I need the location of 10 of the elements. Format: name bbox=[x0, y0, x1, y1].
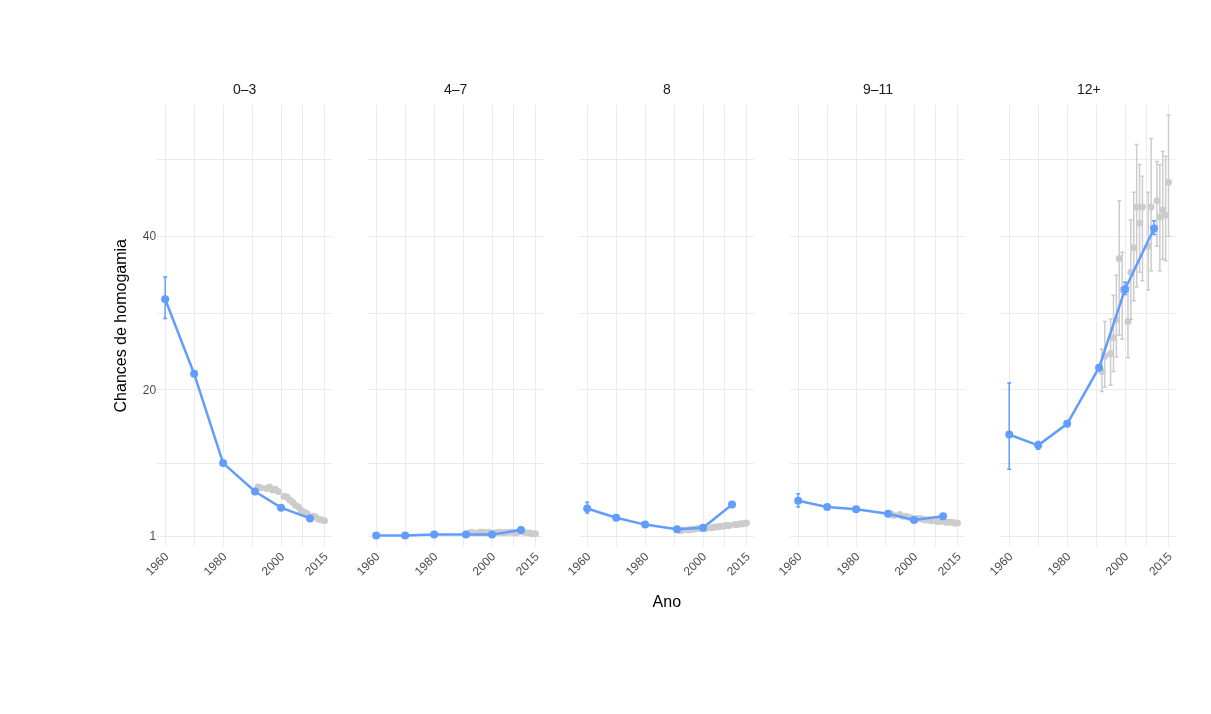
y-tick-label: 20 bbox=[142, 383, 157, 398]
chart-title: 8 bbox=[663, 81, 671, 97]
y-axis-title: Chances de homogamia bbox=[111, 238, 129, 413]
y-tick-label: 40 bbox=[142, 229, 157, 244]
chart-title: 12+ bbox=[1077, 81, 1101, 97]
chart-title: 0–3 bbox=[233, 81, 257, 97]
chart-title: 9–11 bbox=[863, 81, 894, 97]
y-tick-label: 1 bbox=[149, 529, 157, 544]
chart-title: 4–7 bbox=[444, 81, 468, 97]
x-axis-title: Ano bbox=[652, 593, 682, 611]
